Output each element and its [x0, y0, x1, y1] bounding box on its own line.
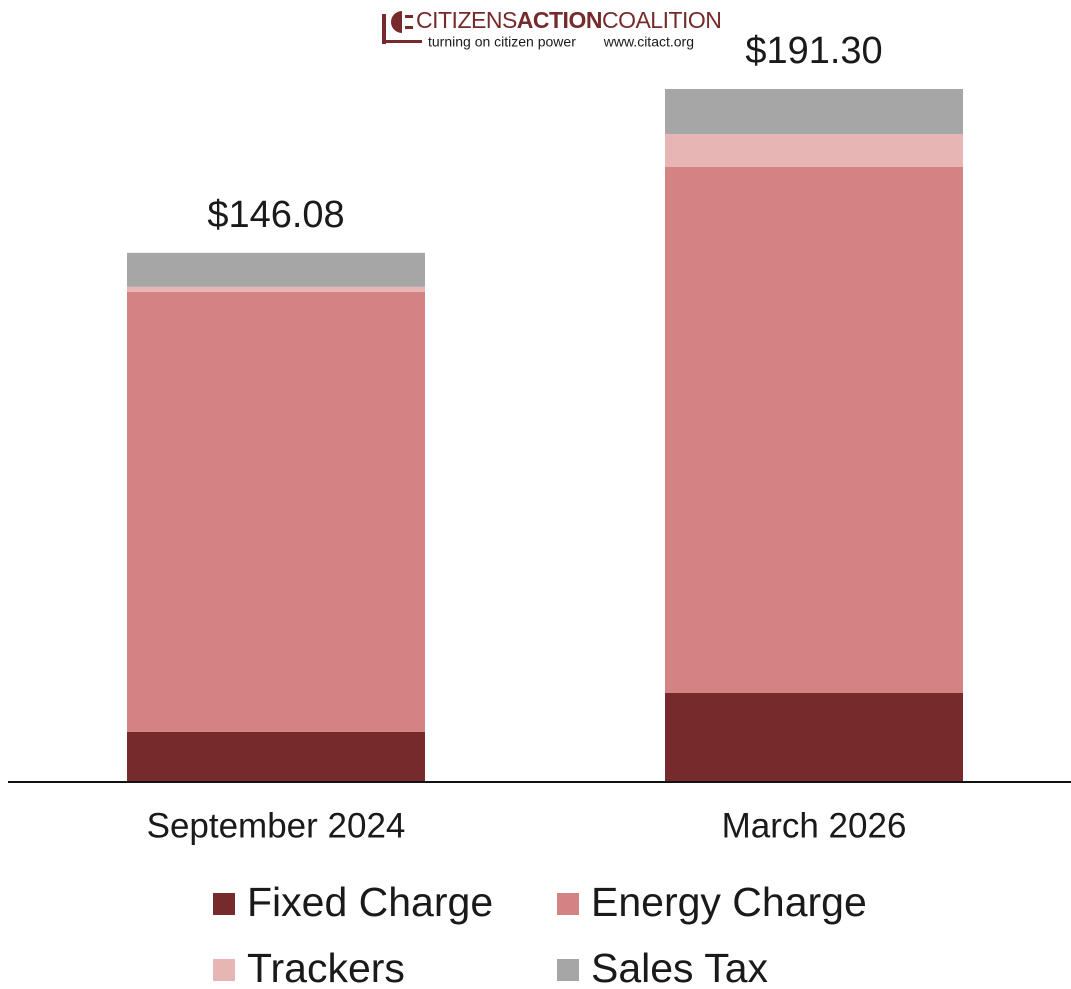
logo: CITIZENSACTIONCOALITION turning on citiz… — [382, 7, 722, 50]
logo-name-part: CITIZENS — [416, 7, 517, 33]
bar-segment — [665, 166, 963, 693]
bar-segment — [665, 692, 963, 782]
logo-icon — [405, 15, 413, 18]
bar-segment — [127, 291, 425, 732]
logo-url: www.citact.org — [603, 34, 694, 50]
total-label: $191.30 — [745, 30, 882, 72]
legend-swatch — [213, 959, 235, 981]
logo-name-part: COALITION — [602, 7, 721, 33]
bar-segment — [127, 731, 425, 782]
bar-segment — [665, 134, 963, 167]
logo-icon — [405, 26, 413, 29]
x-tick-label: September 2024 — [147, 806, 406, 845]
total-label: $146.08 — [207, 194, 344, 236]
bar-segment — [665, 89, 963, 135]
logo-name-part: ACTION — [517, 7, 602, 33]
logo-icon — [382, 40, 422, 43]
logo-name: CITIZENSACTIONCOALITION — [416, 7, 721, 33]
legend-swatch — [557, 893, 579, 915]
x-tick-label: March 2026 — [722, 806, 907, 845]
logo-tagline: turning on citizen power — [428, 34, 576, 50]
legend-label: Sales Tax — [591, 945, 769, 989]
legend-label: Fixed Charge — [247, 879, 493, 925]
legend-swatch — [213, 893, 235, 915]
bar-segment — [127, 286, 425, 292]
bar-segment — [127, 252, 425, 287]
logo-icon — [382, 14, 386, 44]
logo-icon — [391, 11, 402, 33]
legend-label: Trackers — [247, 945, 405, 989]
legend-label: Energy Charge — [591, 879, 867, 925]
legend-swatch — [557, 959, 579, 981]
